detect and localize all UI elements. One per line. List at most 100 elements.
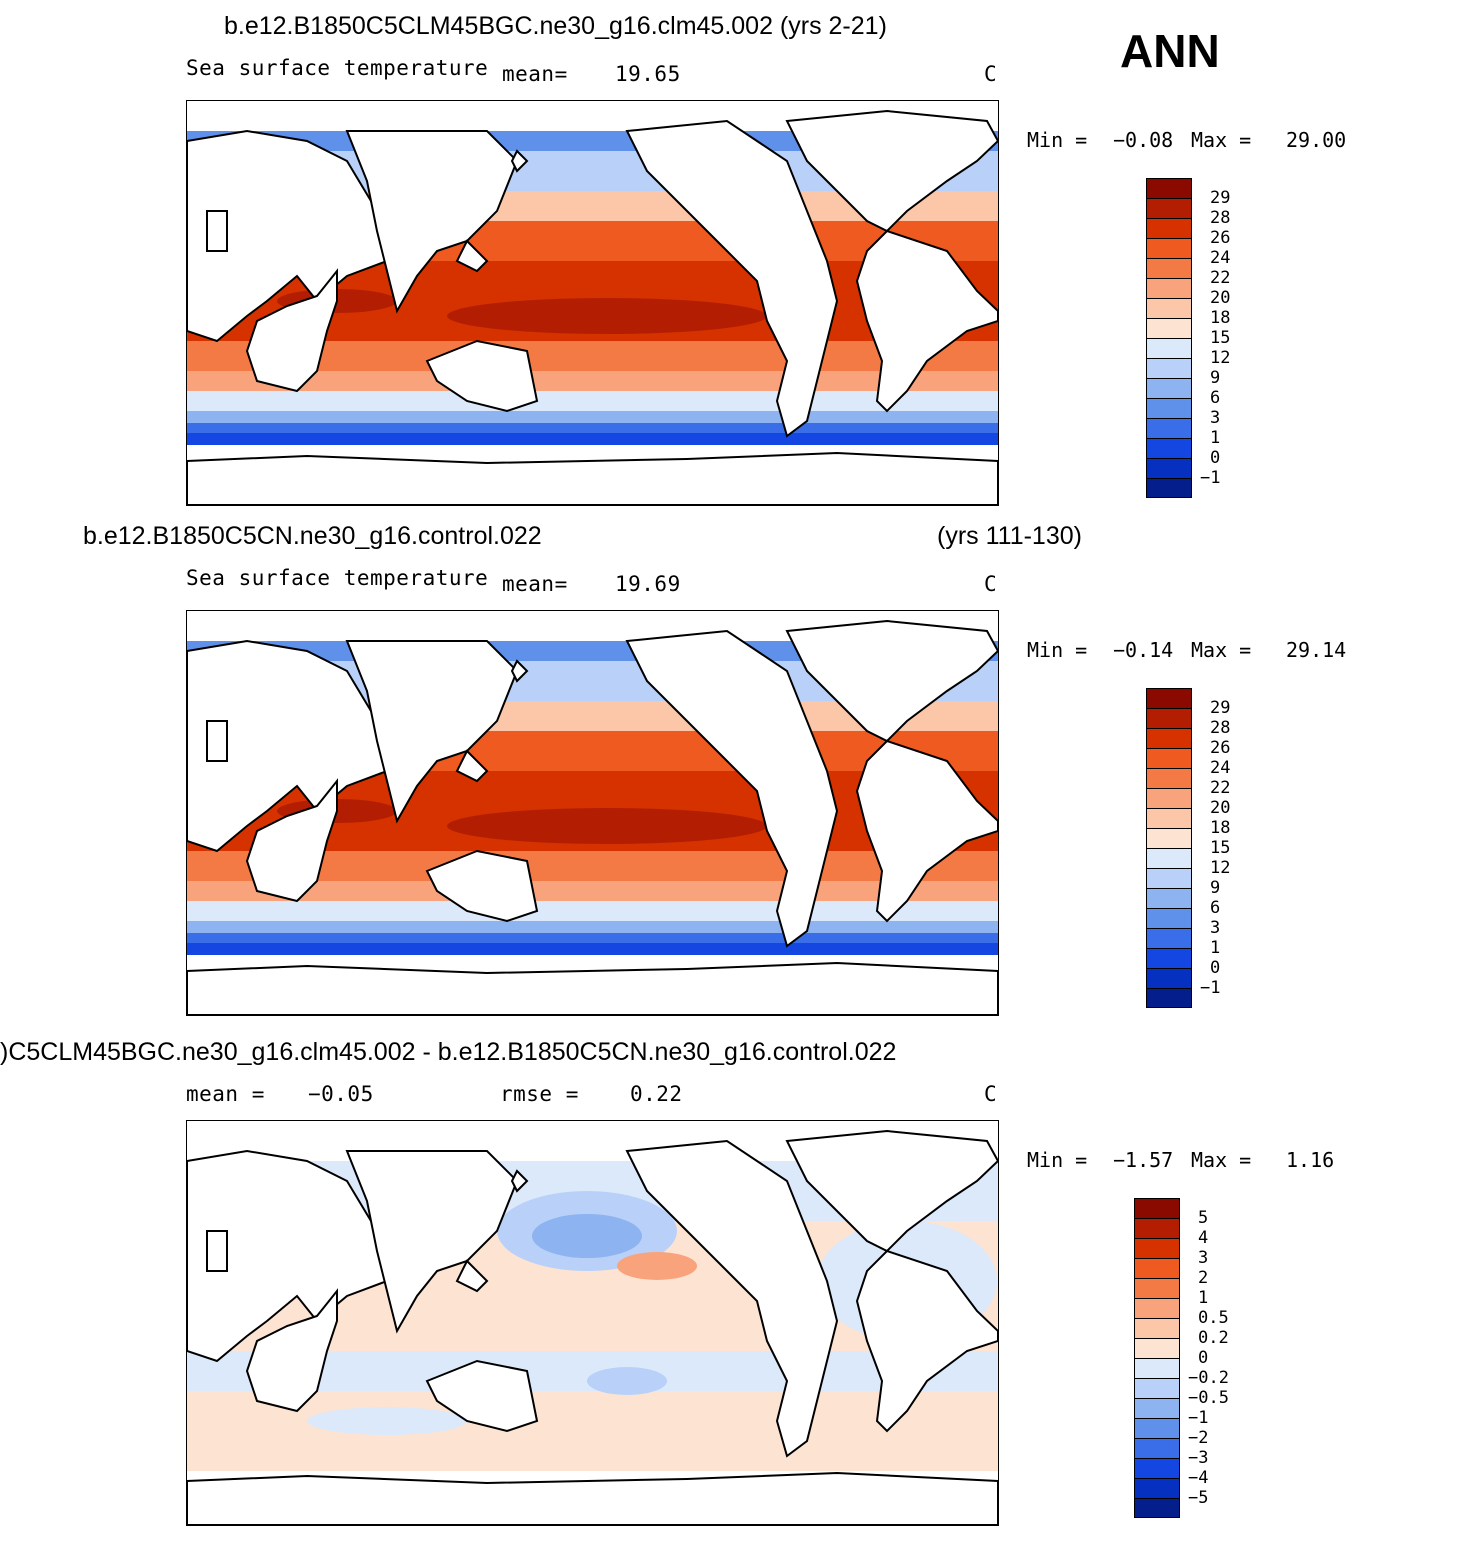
- panel-3-units: C: [984, 1082, 998, 1106]
- colorbar-swatch: [1146, 198, 1192, 218]
- colorbar-swatch: [1134, 1418, 1180, 1438]
- colorbar-swatch: [1134, 1378, 1180, 1398]
- colorbar-label: 1: [1198, 1288, 1209, 1308]
- colorbar-swatch: [1146, 338, 1192, 358]
- panel-2-years: (yrs 111-130): [937, 522, 1082, 550]
- colorbar-swatch: [1146, 458, 1192, 478]
- season-label: ANN: [1120, 25, 1220, 77]
- colorbar-swatch: [1146, 218, 1192, 238]
- panel-2-map: [186, 610, 999, 1016]
- colorbar-swatch: [1146, 768, 1192, 788]
- colorbar-swatch: [1146, 438, 1192, 458]
- colorbar-swatch: [1146, 748, 1192, 768]
- colorbar-swatch: [1146, 178, 1192, 198]
- colorbar-label: 0: [1210, 958, 1221, 978]
- panel-2-min-value: −0.14: [1113, 638, 1174, 662]
- colorbar-label: 22: [1210, 778, 1231, 798]
- panel-2-mean-value: 19.69: [615, 572, 681, 596]
- colorbar-label: −1: [1188, 1408, 1209, 1428]
- colorbar-label: 0.5: [1198, 1308, 1229, 1328]
- colorbar-swatch: [1146, 258, 1192, 278]
- colorbar-swatch: [1146, 418, 1192, 438]
- panel-1-mean-value: 19.65: [615, 62, 681, 86]
- panel-2-variable: Sea surface temperature: [186, 566, 489, 590]
- panel-1-units: C: [984, 62, 998, 86]
- panel-2-sst-field: [187, 611, 998, 1015]
- panel-3-max-value: 1.16: [1286, 1148, 1335, 1172]
- colorbar-label: −0.5: [1188, 1388, 1229, 1408]
- colorbar-label: 3: [1198, 1248, 1209, 1268]
- colorbar-label: 1: [1210, 938, 1221, 958]
- colorbar-label: 29: [1210, 188, 1231, 208]
- panel-1-max-value: 29.00: [1286, 128, 1347, 152]
- colorbar-label: −2: [1188, 1428, 1209, 1448]
- colorbar-label: 6: [1210, 898, 1221, 918]
- colorbar-swatch: [1134, 1478, 1180, 1498]
- colorbar-swatch: [1146, 378, 1192, 398]
- panel-2-title: b.e12.B1850C5CN.ne30_g16.control.022: [83, 522, 542, 550]
- colorbar-label: 26: [1210, 738, 1231, 758]
- colorbar-swatch: [1134, 1298, 1180, 1318]
- panel-3-min-label: Min =: [1027, 1148, 1088, 1172]
- panel-2-mean-label: mean=: [502, 572, 568, 596]
- panel-3-min-value: −1.57: [1113, 1148, 1174, 1172]
- panel-1-max-label: Max =: [1191, 128, 1252, 152]
- colorbar-swatch: [1146, 928, 1192, 948]
- colorbar-swatch: [1146, 238, 1192, 258]
- colorbar-label: 12: [1210, 348, 1231, 368]
- colorbar-swatch: [1146, 788, 1192, 808]
- panel-1-min-label: Min =: [1027, 128, 1088, 152]
- colorbar-swatch: [1134, 1238, 1180, 1258]
- colorbar-swatch: [1146, 478, 1192, 498]
- colorbar-label: −1: [1200, 978, 1221, 998]
- colorbar-label: 24: [1210, 758, 1231, 778]
- panel-1-mean-label: mean=: [502, 62, 568, 86]
- colorbar-swatch: [1134, 1218, 1180, 1238]
- colorbar-label: 1: [1210, 428, 1221, 448]
- colorbar-label: −3: [1188, 1448, 1209, 1468]
- colorbar-label: 6: [1210, 388, 1221, 408]
- colorbar-label: 20: [1210, 288, 1231, 308]
- colorbar-label: 22: [1210, 268, 1231, 288]
- panel-1-min-value: −0.08: [1113, 128, 1174, 152]
- colorbar-label: 15: [1210, 328, 1231, 348]
- colorbar-swatch: [1146, 828, 1192, 848]
- panel-2-min-label: Min =: [1027, 638, 1088, 662]
- colorbar-swatch: [1134, 1458, 1180, 1478]
- colorbar-swatch: [1146, 968, 1192, 988]
- colorbar-label: 20: [1210, 798, 1231, 818]
- colorbar-label: 18: [1210, 308, 1231, 328]
- colorbar-frame: [1146, 688, 1192, 1008]
- colorbar-swatch: [1134, 1258, 1180, 1278]
- colorbar-frame: [1146, 178, 1192, 498]
- colorbar-swatch: [1134, 1338, 1180, 1358]
- colorbar-label: −1: [1200, 468, 1221, 488]
- colorbar-swatch: [1146, 988, 1192, 1008]
- colorbar-swatch: [1146, 948, 1192, 968]
- colorbar-label: −0.2: [1188, 1368, 1229, 1388]
- colorbar-label: 5: [1198, 1208, 1209, 1228]
- colorbar-label: 28: [1210, 208, 1231, 228]
- colorbar-label: 24: [1210, 248, 1231, 268]
- panel-3-rmse-value: 0.22: [630, 1082, 683, 1106]
- colorbar-swatch: [1146, 808, 1192, 828]
- colorbar-label: 2: [1198, 1268, 1209, 1288]
- panel-3-rmse-label: rmse =: [500, 1082, 579, 1106]
- colorbar-label: −4: [1188, 1468, 1209, 1488]
- colorbar-swatch: [1146, 728, 1192, 748]
- colorbar-label: 28: [1210, 718, 1231, 738]
- colorbar-label: 29: [1210, 698, 1231, 718]
- panel-3-max-label: Max =: [1191, 1148, 1252, 1172]
- colorbar-swatch: [1146, 278, 1192, 298]
- colorbar-swatch: [1134, 1398, 1180, 1418]
- colorbar-swatch: [1134, 1318, 1180, 1338]
- panel-3-mean-value: −0.05: [308, 1082, 374, 1106]
- panel-3-difference-field: [187, 1121, 998, 1525]
- colorbar-swatch: [1146, 358, 1192, 378]
- colorbar-label: 0: [1210, 448, 1221, 468]
- colorbar-swatch: [1134, 1498, 1180, 1518]
- colorbar-frame: [1134, 1198, 1180, 1518]
- colorbar-swatch: [1146, 688, 1192, 708]
- colorbar-label: 26: [1210, 228, 1231, 248]
- panel-2-units: C: [984, 572, 998, 596]
